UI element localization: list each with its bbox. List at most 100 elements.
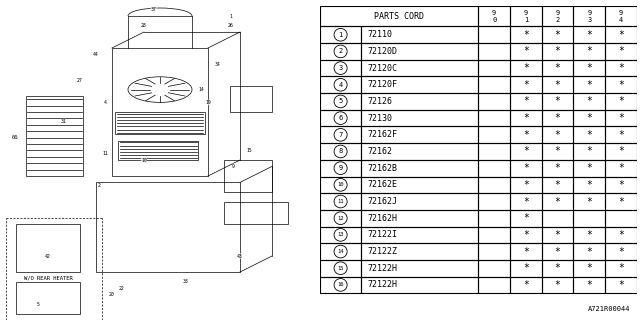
Bar (320, 143, 361, 160)
Bar (510, 160, 541, 177)
Text: *: * (618, 147, 624, 156)
Text: 11: 11 (337, 199, 344, 204)
Text: *: * (555, 196, 561, 206)
Bar (361, 60, 479, 76)
Bar (320, 227, 361, 243)
Bar (16, 282, 80, 314)
Bar (479, 27, 510, 43)
Text: 31: 31 (61, 119, 67, 124)
Bar (320, 193, 361, 210)
Bar (541, 6, 573, 27)
Text: *: * (523, 147, 529, 156)
Text: *: * (523, 113, 529, 123)
Bar (573, 60, 605, 76)
Bar (320, 43, 361, 60)
Bar (573, 276, 605, 293)
Text: *: * (586, 30, 592, 40)
Text: *: * (523, 196, 529, 206)
Text: *: * (586, 63, 592, 73)
Bar (573, 210, 605, 227)
Text: 14: 14 (199, 87, 204, 92)
Text: PARTS CORD: PARTS CORD (374, 12, 424, 21)
Bar (605, 60, 637, 76)
Text: *: * (555, 147, 561, 156)
Text: *: * (555, 263, 561, 273)
Bar (541, 43, 573, 60)
Bar (16, 224, 80, 272)
Bar (361, 126, 479, 143)
Bar (510, 193, 541, 210)
Bar (573, 227, 605, 243)
Text: 27: 27 (77, 77, 83, 83)
Bar (605, 177, 637, 193)
Bar (479, 43, 510, 60)
Bar (320, 110, 361, 126)
Bar (573, 93, 605, 110)
Bar (605, 6, 637, 27)
Bar (230, 86, 272, 112)
Bar (510, 227, 541, 243)
Bar (361, 76, 479, 93)
Bar (541, 243, 573, 260)
Bar (573, 76, 605, 93)
Text: 72122H: 72122H (367, 280, 397, 289)
Bar (361, 110, 479, 126)
Bar (361, 177, 479, 193)
Text: *: * (618, 230, 624, 240)
Text: *: * (618, 63, 624, 73)
Bar (605, 43, 637, 60)
Text: 28: 28 (141, 23, 147, 28)
Text: 6: 6 (12, 135, 14, 140)
Text: *: * (618, 30, 624, 40)
Text: 33: 33 (183, 279, 188, 284)
Text: 15: 15 (337, 266, 344, 271)
Text: *: * (555, 280, 561, 290)
Bar (573, 160, 605, 177)
Text: 2: 2 (98, 183, 100, 188)
Bar (541, 227, 573, 243)
Bar (320, 76, 361, 93)
Bar (361, 210, 479, 227)
Text: 9
1: 9 1 (524, 10, 528, 23)
Text: 12: 12 (337, 216, 344, 221)
Bar (320, 60, 361, 76)
Bar (605, 243, 637, 260)
Bar (361, 43, 479, 60)
Bar (479, 210, 510, 227)
Text: *: * (586, 163, 592, 173)
Bar (541, 110, 573, 126)
Text: 9
0: 9 0 (492, 10, 497, 23)
Text: *: * (523, 280, 529, 290)
Text: *: * (555, 113, 561, 123)
Text: 14: 14 (337, 249, 344, 254)
Bar (479, 260, 510, 276)
Text: 16: 16 (337, 282, 344, 287)
Text: *: * (555, 130, 561, 140)
Text: 26: 26 (228, 23, 233, 28)
Text: *: * (555, 46, 561, 56)
Bar (510, 43, 541, 60)
Bar (541, 260, 573, 276)
Bar (605, 160, 637, 177)
Bar (361, 276, 479, 293)
Text: 3: 3 (339, 65, 342, 71)
Bar (479, 143, 510, 160)
Text: *: * (586, 280, 592, 290)
Bar (605, 227, 637, 243)
Bar (573, 143, 605, 160)
Bar (510, 110, 541, 126)
Bar (320, 27, 361, 43)
Text: 9
4: 9 4 (619, 10, 623, 23)
Bar (320, 6, 479, 27)
Text: *: * (586, 130, 592, 140)
Text: *: * (555, 163, 561, 173)
Text: 43: 43 (237, 253, 243, 259)
Text: *: * (586, 113, 592, 123)
Text: 37: 37 (151, 7, 156, 12)
Text: *: * (618, 96, 624, 107)
Bar (320, 93, 361, 110)
Bar (479, 227, 510, 243)
Text: 72162E: 72162E (367, 180, 397, 189)
Text: 72162B: 72162B (367, 164, 397, 173)
Bar (573, 177, 605, 193)
